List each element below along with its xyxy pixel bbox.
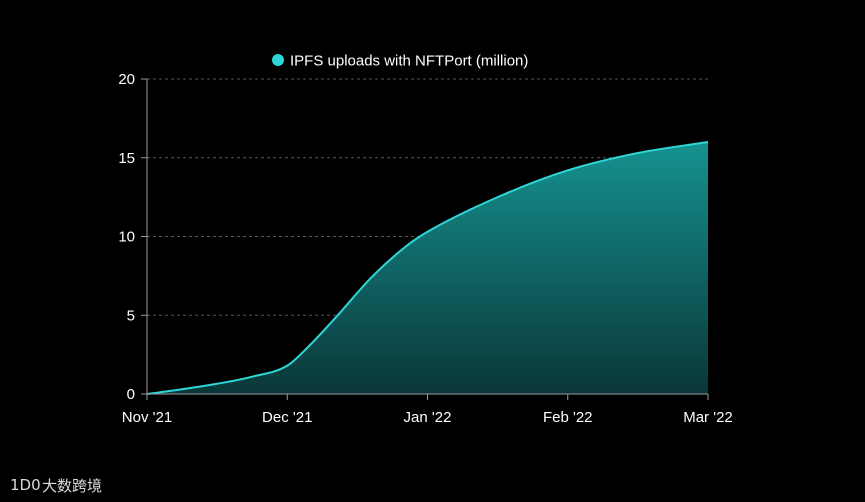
y-tick-label: 15: [118, 150, 135, 167]
x-tick-label: Dec '21: [262, 409, 312, 426]
legend-marker: [272, 54, 284, 66]
watermark: 1D0 大数跨境: [10, 476, 102, 495]
x-tick-label: Jan '22: [404, 409, 452, 426]
y-tick-label: 5: [127, 307, 135, 324]
area-series: [146, 141, 709, 395]
x-tick-label: Feb '22: [543, 409, 593, 426]
x-tick-label: Mar '22: [683, 409, 733, 426]
series-line: [146, 141, 709, 395]
y-tick-label: 10: [118, 229, 135, 246]
y-axis-ticks: 0 5 10 15 20: [118, 71, 147, 403]
x-tick-label: Nov '21: [122, 409, 172, 426]
y-tick-label: 0: [127, 386, 135, 403]
watermark-logo: 1D0: [10, 476, 41, 494]
legend-label: IPFS uploads with NFTPort (million): [290, 53, 528, 70]
series-area-fill: [147, 142, 708, 394]
x-axis-ticks: Nov '21 Dec '21 Jan '22 Feb '22 Mar '22: [122, 394, 733, 426]
watermark-text: 大数跨境: [42, 477, 102, 495]
y-tick-label: 20: [118, 71, 135, 88]
legend: IPFS uploads with NFTPort (million): [272, 53, 528, 70]
